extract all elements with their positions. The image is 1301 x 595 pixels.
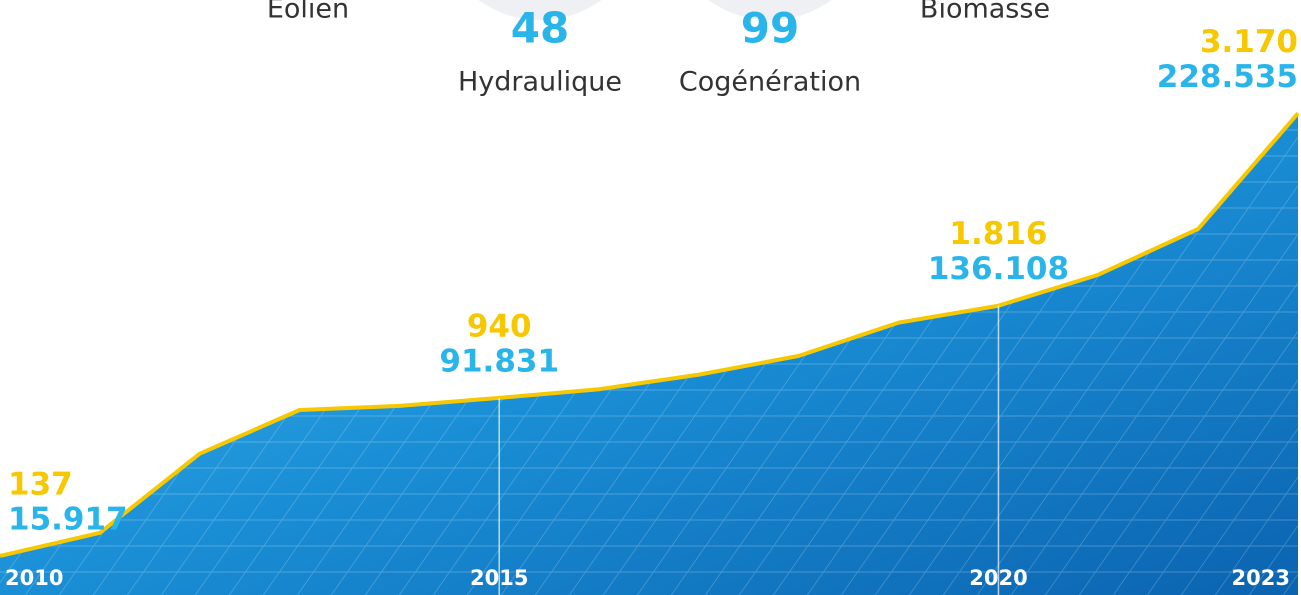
- x-tick-label: 2023: [1232, 566, 1290, 590]
- x-tick-label: 2010: [5, 566, 63, 590]
- stat-label: Éolien: [267, 0, 349, 25]
- value-label: 91.831: [439, 343, 559, 379]
- stat-label: Hydraulique: [458, 67, 622, 98]
- count-label: 1.816: [949, 216, 1047, 252]
- infographic: Éolien 48 Hydraulique 99 Cogénération Bi…: [0, 0, 1301, 595]
- x-tick-label: 2020: [969, 566, 1027, 590]
- count-label: 3.170: [1200, 24, 1298, 60]
- stat-label: Cogénération: [679, 67, 861, 98]
- stat-label: Biomasse: [920, 0, 1050, 25]
- count-label: 137: [8, 466, 73, 502]
- panel-grid: [0, 113, 1298, 595]
- value-label: 228.535: [1157, 59, 1298, 95]
- stat-value: 48: [511, 4, 569, 53]
- page: Éolien 48 Hydraulique 99 Cogénération Bi…: [0, 0, 1301, 595]
- count-label: 940: [467, 308, 532, 344]
- value-label: 15.917: [8, 501, 128, 537]
- value-label: 136.108: [928, 251, 1069, 287]
- x-tick-label: 2015: [470, 566, 528, 590]
- stat-value: 99: [741, 4, 799, 53]
